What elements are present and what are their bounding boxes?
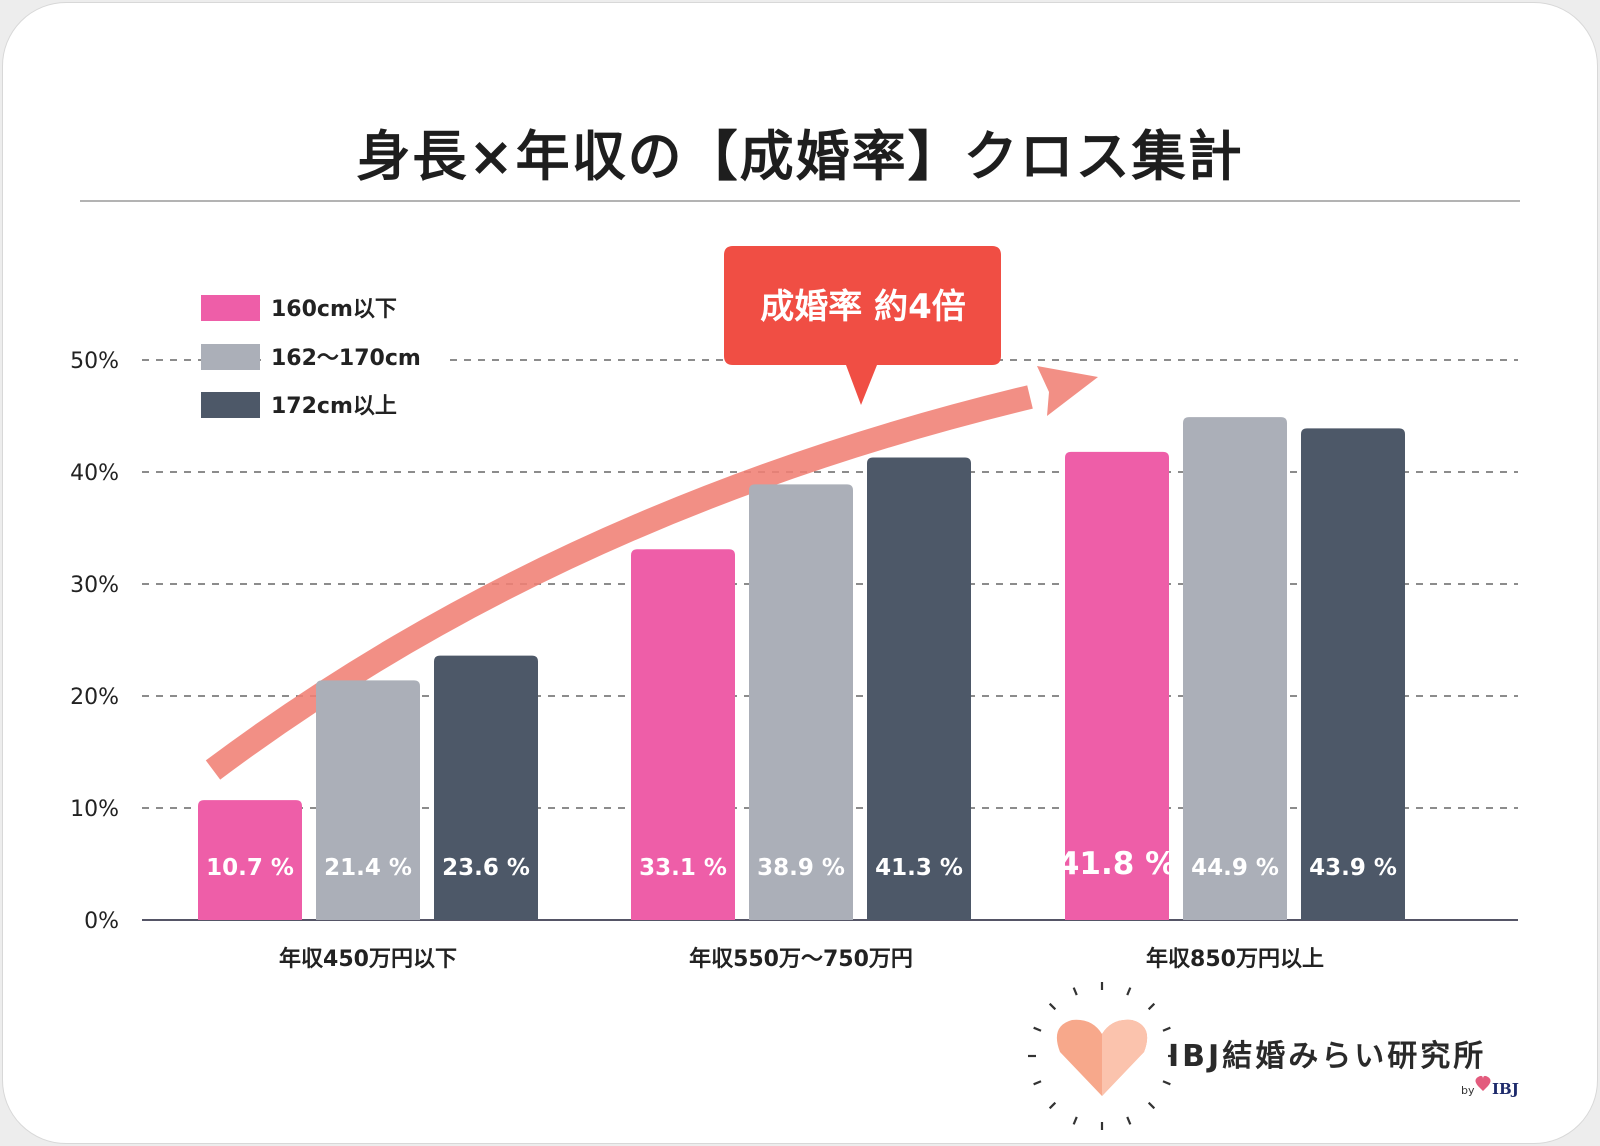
bar: [749, 484, 853, 920]
x-tick-label: 年収850万円以上: [1146, 946, 1324, 972]
logo-ray: [1162, 1026, 1171, 1032]
logo-ray: [1072, 987, 1078, 996]
bar: [1065, 451, 1169, 920]
logo-ray: [1126, 987, 1132, 996]
bar: [316, 680, 420, 920]
data-label: 23.6 %: [442, 855, 530, 881]
logo-name: IBJ結婚みらい研究所: [1168, 1039, 1486, 1074]
legend-label-bg: [266, 291, 446, 325]
logo-ray: [1033, 1080, 1042, 1086]
bar: [198, 800, 302, 920]
logo-ray: [1048, 1101, 1057, 1110]
logo-by: by: [1461, 1084, 1475, 1097]
bar: [1183, 417, 1287, 920]
callout-text: 成婚率 約4倍: [760, 287, 966, 327]
logo-ray: [1033, 1026, 1042, 1032]
legend-swatch: [201, 295, 260, 321]
chart-title: 身長×年収の【成婚率】クロス集計: [356, 125, 1244, 188]
legend-label: 160cm以下: [271, 297, 397, 322]
bar: [631, 549, 735, 920]
callout-box: [724, 246, 1001, 405]
logo-ray: [1147, 1002, 1156, 1011]
x-tick-label: 年収450万円以下: [279, 946, 457, 972]
x-tick-label: 年収550万〜750万円: [689, 946, 913, 972]
legend-swatch: [201, 392, 260, 418]
y-tick-label: 40%: [70, 461, 119, 486]
data-label: 41.8 %: [1058, 846, 1176, 882]
y-tick-label: 0%: [84, 909, 119, 934]
data-label: 21.4 %: [324, 855, 412, 881]
bar: [867, 457, 971, 920]
legend-label-bg: [266, 388, 446, 422]
logo-brand: IBJ: [1492, 1080, 1519, 1098]
y-tick-label: 10%: [70, 797, 119, 822]
data-label: 44.9 %: [1191, 855, 1279, 881]
logo-brand-heart-icon: [1475, 1075, 1491, 1091]
y-tick-label: 20%: [70, 685, 119, 710]
data-label: 41.3 %: [875, 855, 963, 881]
data-label: 10.7 %: [206, 855, 294, 881]
trend-arrow-head: [1037, 366, 1098, 416]
legend-label: 162〜170cm: [271, 346, 421, 371]
legend-label-bg: [266, 340, 446, 374]
data-label: 33.1 %: [639, 855, 727, 881]
logo-ray: [1126, 1116, 1132, 1125]
y-tick-label: 50%: [70, 349, 119, 374]
data-label: 43.9 %: [1309, 855, 1397, 881]
logo-ray: [1162, 1080, 1171, 1086]
logo-ray: [1072, 1116, 1078, 1125]
bar: [1301, 428, 1405, 920]
y-tick-label: 30%: [70, 573, 119, 598]
legend-label: 172cm以上: [271, 394, 397, 419]
logo-ray: [1147, 1101, 1156, 1110]
logo-heart-highlight: [1102, 1019, 1148, 1096]
data-label: 38.9 %: [757, 855, 845, 881]
bar: [434, 655, 538, 920]
legend-swatch: [201, 344, 260, 370]
logo-ray: [1048, 1002, 1057, 1011]
